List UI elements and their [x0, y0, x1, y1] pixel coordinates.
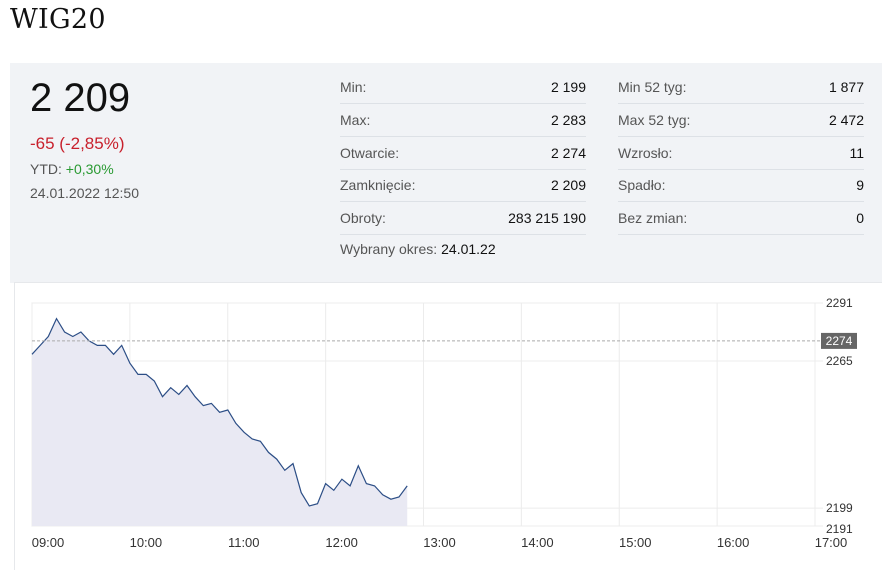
stat-label: Spadło: [618, 177, 666, 193]
stat-value: 1 877 [828, 79, 864, 95]
reference-tag-box [821, 332, 857, 349]
current-price: 2 209 [30, 76, 131, 120]
stat-label: Zamknięcie: [340, 177, 416, 193]
price-area [32, 318, 408, 526]
y-axis: 2291 2265 2199 2191 [826, 296, 853, 536]
stat-row: Obroty: 283 215 190 [340, 202, 586, 235]
stat-label: Otwarcie: [340, 145, 400, 161]
price-line [31, 317, 408, 507]
stat-value: 0 [856, 210, 864, 226]
ytd-label: YTD: [30, 161, 62, 177]
stat-label: Min 52 tyg: [618, 79, 687, 95]
x-tick-label: 14:00 [521, 535, 554, 550]
stat-value: 2 274 [550, 145, 586, 161]
stat-row: Max: 2 283 [340, 104, 586, 137]
stat-label: Wzrosło: [618, 145, 673, 161]
stat-value: 9 [856, 177, 864, 193]
page-title: WIG20 [10, 4, 106, 35]
stat-label: Bez zmian: [618, 210, 688, 226]
stat-row: Otwarcie: 2 274 [340, 137, 586, 170]
x-tick-label: 09:00 [32, 535, 65, 550]
period-label: Wybrany okres: [340, 241, 438, 257]
stat-row: Min 52 tyg: 1 877 [618, 71, 864, 104]
x-tick-label: 16:00 [717, 535, 750, 550]
stat-row: Bez zmian: 0 [618, 202, 864, 235]
ytd-change: YTD: +0,30% [30, 161, 114, 177]
y-tick-label: 2291 [826, 296, 853, 310]
stat-value: 283 215 190 [508, 210, 586, 226]
x-tick-label: 12:00 [325, 535, 358, 550]
y-tick-label: 2191 [826, 522, 853, 536]
x-tick-label: 11:00 [228, 535, 260, 550]
x-tick-label: 17:00 [815, 535, 848, 550]
reference-tag: 2274 [821, 332, 857, 349]
quote-datetime: 24.01.2022 12:50 [30, 185, 139, 201]
y-tick-label: 2199 [826, 501, 853, 515]
stat-row: Wzrosło: 11 [618, 137, 864, 170]
stat-row: Spadło: 9 [618, 169, 864, 202]
x-axis: 09:00 10:00 11:00 12:00 13:00 14:00 15:00 16:00… [32, 535, 848, 550]
x-tick-label: 13:00 [423, 535, 456, 550]
reference-tag-label: 2274 [826, 334, 853, 348]
selected-period: Wybrany okres: 24.01.22 [340, 241, 496, 257]
stat-row: Min: 2 199 [340, 71, 586, 104]
stat-value: 2 472 [828, 112, 864, 128]
stat-label: Max 52 tyg: [618, 112, 691, 128]
stat-value: 2 283 [550, 112, 586, 128]
period-value: 24.01.22 [441, 241, 496, 257]
x-tick-label: 10:00 [130, 535, 163, 550]
stat-value: 2 209 [550, 177, 586, 193]
stat-value: 11 [849, 145, 864, 161]
stat-label: Obroty: [340, 210, 386, 226]
y-tick-label: 2265 [826, 354, 853, 368]
stat-row: Max 52 tyg: 2 472 [618, 104, 864, 137]
quote-panel [10, 63, 882, 283]
stat-label: Min: [340, 79, 367, 95]
x-tick-label: 15:00 [619, 535, 652, 550]
stat-row: Zamknięcie: 2 209 [340, 169, 586, 202]
ytd-value: +0,30% [65, 161, 114, 177]
stat-value: 2 199 [550, 79, 586, 95]
price-change: -65 (-2,85%) [30, 134, 125, 153]
stat-label: Max: [340, 112, 371, 128]
